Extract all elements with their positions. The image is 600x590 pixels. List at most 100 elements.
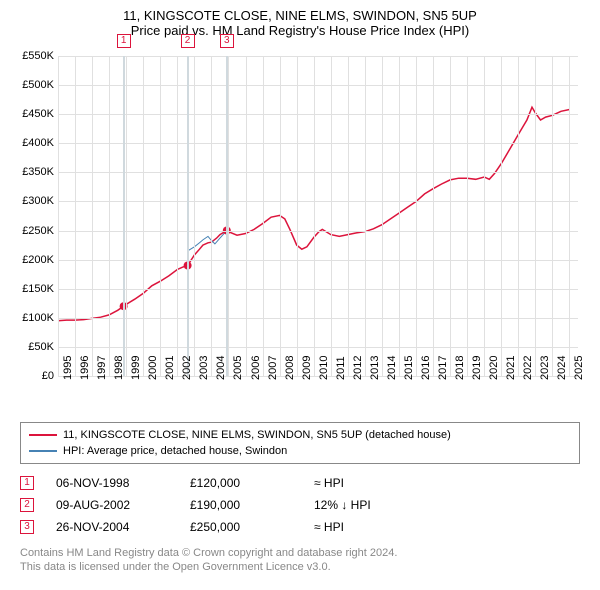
- grid-v: [109, 56, 110, 376]
- marker-number-box: 2: [181, 34, 195, 48]
- grid-v: [552, 56, 553, 376]
- grid-v: [228, 56, 229, 376]
- sale-hpi: 12% ↓ HPI: [314, 498, 371, 512]
- x-tick-label: 1995: [62, 356, 74, 380]
- x-tick-label: 2021: [505, 356, 517, 380]
- grid-h: [58, 172, 578, 173]
- grid-v: [382, 56, 383, 376]
- x-tick-label: 2025: [573, 356, 585, 380]
- x-tick-label: 2022: [522, 356, 534, 380]
- grid-h: [58, 347, 578, 348]
- grid-v: [433, 56, 434, 376]
- grid-v: [194, 56, 195, 376]
- grid-h: [58, 318, 578, 319]
- y-tick-label: £300K: [10, 195, 54, 207]
- y-tick-label: £250K: [10, 225, 54, 237]
- grid-v: [160, 56, 161, 376]
- grid-v: [75, 56, 76, 376]
- x-tick-label: 1997: [96, 356, 108, 380]
- plot-area: 123: [58, 56, 578, 376]
- legend-label: 11, KINGSCOTE CLOSE, NINE ELMS, SWINDON,…: [63, 429, 451, 441]
- sale-date: 09-AUG-2002: [56, 498, 186, 512]
- chart-container: 11, KINGSCOTE CLOSE, NINE ELMS, SWINDON,…: [0, 0, 600, 585]
- marker-band: [187, 56, 189, 376]
- grid-v: [263, 56, 264, 376]
- x-tick-label: 2009: [301, 356, 313, 380]
- grid-v: [331, 56, 332, 376]
- grid-v: [416, 56, 417, 376]
- sale-number-box: 2: [20, 498, 34, 512]
- sale-date: 06-NOV-1998: [56, 476, 186, 490]
- legend-row: HPI: Average price, detached house, Swin…: [29, 443, 571, 459]
- y-tick-label: £450K: [10, 108, 54, 120]
- grid-v: [58, 56, 59, 376]
- sale-number-box: 1: [20, 476, 34, 490]
- sale-price: £190,000: [190, 498, 310, 512]
- y-tick-label: £350K: [10, 166, 54, 178]
- x-tick-label: 2019: [471, 356, 483, 380]
- x-tick-label: 1998: [113, 356, 125, 380]
- sales-row: 326-NOV-2004£250,000≈ HPI: [20, 516, 580, 538]
- y-tick-label: £500K: [10, 79, 54, 91]
- x-tick-label: 2002: [181, 356, 193, 380]
- grid-v: [126, 56, 127, 376]
- chart-subtitle: Price paid vs. HM Land Registry's House …: [10, 23, 590, 38]
- grid-v: [484, 56, 485, 376]
- x-tick-label: 2013: [369, 356, 381, 380]
- sale-price: £250,000: [190, 520, 310, 534]
- x-tick-label: 2014: [386, 356, 398, 380]
- grid-v: [399, 56, 400, 376]
- grid-h: [58, 260, 578, 261]
- sales-row: 2 09-AUG-2002 £190,000 12% ↓ HPI: [20, 494, 580, 516]
- sales-row: 106-NOV-1998£120,000≈ HPI: [20, 472, 580, 494]
- sale-hpi: ≈ HPI: [314, 476, 344, 490]
- y-tick-label: £150K: [10, 283, 54, 295]
- grid-v: [177, 56, 178, 376]
- grid-h: [58, 56, 578, 57]
- grid-v: [297, 56, 298, 376]
- x-tick-label: 2020: [488, 356, 500, 380]
- x-tick-label: 2001: [164, 356, 176, 380]
- footer-line-1: Contains HM Land Registry data © Crown c…: [20, 546, 580, 560]
- marker-band: [123, 56, 125, 376]
- grid-v: [501, 56, 502, 376]
- x-tick-label: 2011: [335, 356, 347, 380]
- grid-v: [211, 56, 212, 376]
- sale-hpi: ≈ HPI: [314, 520, 344, 534]
- x-tick-label: 2015: [403, 356, 415, 380]
- legend-swatch: [29, 434, 57, 436]
- grid-v: [92, 56, 93, 376]
- x-tick-label: 1999: [130, 356, 142, 380]
- y-tick-label: £400K: [10, 137, 54, 149]
- x-tick-label: 2024: [556, 356, 568, 380]
- grid-v: [467, 56, 468, 376]
- grid-h: [58, 231, 578, 232]
- grid-v: [365, 56, 366, 376]
- grid-v: [518, 56, 519, 376]
- x-tick-label: 2017: [437, 356, 449, 380]
- y-tick-label: £200K: [10, 254, 54, 266]
- x-tick-label: 2012: [352, 356, 364, 380]
- grid-v: [450, 56, 451, 376]
- grid-v: [314, 56, 315, 376]
- grid-h: [58, 114, 578, 115]
- grid-v: [246, 56, 247, 376]
- grid-v: [569, 56, 570, 376]
- marker-band: [226, 56, 228, 376]
- x-tick-label: 2003: [198, 356, 210, 380]
- x-tick-label: 2010: [318, 356, 330, 380]
- grid-h: [58, 143, 578, 144]
- x-tick-label: 2023: [539, 356, 551, 380]
- x-tick-label: 2008: [284, 356, 296, 380]
- y-tick-label: £550K: [10, 50, 54, 62]
- grid-v: [280, 56, 281, 376]
- legend-label: HPI: Average price, detached house, Swin…: [63, 445, 287, 457]
- x-tick-label: 2018: [454, 356, 466, 380]
- y-tick-label: £0: [10, 370, 54, 382]
- x-tick-label: 2016: [420, 356, 432, 380]
- x-tick-label: 2006: [250, 356, 262, 380]
- chart-plot-wrapper: 123 £0£50K£100K£150K£200K£250K£300K£350K…: [10, 46, 590, 416]
- legend-swatch: [29, 450, 57, 452]
- y-tick-label: £100K: [10, 312, 54, 324]
- sale-date: 26-NOV-2004: [56, 520, 186, 534]
